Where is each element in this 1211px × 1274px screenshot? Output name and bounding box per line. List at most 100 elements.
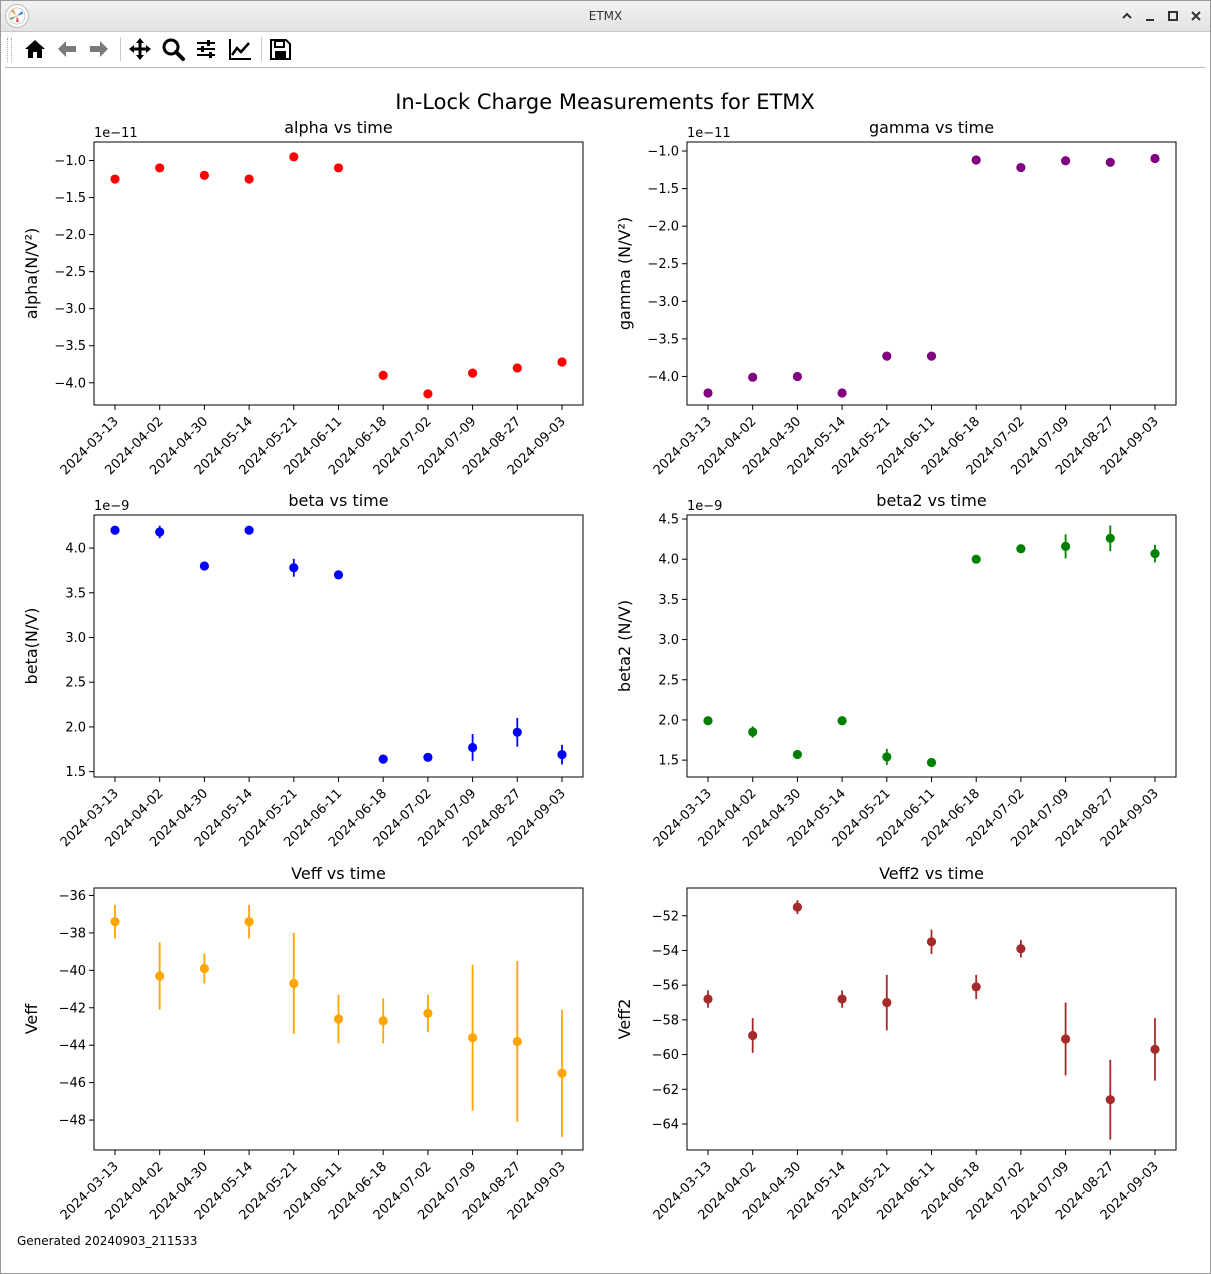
- y-axis-offset-text: 1e−11: [687, 126, 731, 141]
- toolbar-grip[interactable]: [7, 38, 12, 62]
- data-point: [748, 372, 758, 382]
- y-tick-label: −3.0: [54, 302, 86, 317]
- y-tick-label: −58: [652, 1013, 679, 1028]
- data-point: [423, 1008, 433, 1018]
- y-axis-label: beta2 (N/V): [615, 600, 634, 692]
- title-bar: ETMX: [1, 1, 1210, 32]
- y-tick-label: 2.5: [65, 676, 86, 691]
- subplot-5: Veff vs timeVeff−48−46−44−42−40−38−36202…: [22, 864, 584, 1223]
- data-point: [882, 752, 892, 762]
- subplot-title: Veff vs time: [291, 864, 386, 883]
- axes-frame: [93, 514, 584, 778]
- close-button[interactable]: [1186, 6, 1206, 26]
- data-point: [792, 371, 803, 382]
- generated-timestamp: Generated 20240903_211533: [17, 1234, 198, 1248]
- data-point: [971, 982, 981, 992]
- data-point: [882, 351, 892, 361]
- y-tick-label: −4.0: [54, 376, 86, 391]
- window-title: ETMX: [588, 9, 623, 23]
- y-tick-label: −1.5: [647, 182, 679, 197]
- data-point: [333, 163, 344, 173]
- minimize-button[interactable]: [1140, 6, 1160, 26]
- data-point: [110, 174, 120, 184]
- y-tick-label: 3.5: [65, 586, 86, 601]
- axes-frame: [686, 887, 1177, 1151]
- data-point: [882, 997, 892, 1008]
- subplot-title: beta2 vs time: [876, 491, 986, 510]
- data-point: [512, 727, 522, 737]
- subplots-button[interactable]: [192, 35, 220, 63]
- y-tick-label: −56: [652, 979, 679, 994]
- data-point: [971, 155, 981, 165]
- y-axis-label: gamma (N/V²): [615, 217, 634, 330]
- data-point: [557, 357, 567, 367]
- data-point: [1016, 162, 1026, 173]
- data-point: [1105, 157, 1115, 167]
- data-point: [1016, 944, 1026, 954]
- sliders-icon: [197, 40, 215, 58]
- save-button[interactable]: [266, 35, 294, 63]
- y-tick-label: 3.0: [658, 633, 679, 648]
- back-button[interactable]: [53, 35, 81, 63]
- data-point: [1105, 533, 1115, 543]
- data-point: [792, 749, 803, 760]
- y-tick-label: 2.0: [65, 720, 86, 735]
- y-tick-label: 1.5: [65, 765, 86, 780]
- line-chart-icon: [229, 39, 251, 60]
- home-button[interactable]: [21, 35, 49, 63]
- data-point: [199, 170, 209, 180]
- y-axis-offset-text: 1e−11: [94, 126, 138, 141]
- y-tick-label: −1.0: [54, 154, 86, 169]
- y-tick-label: −46: [59, 1076, 86, 1091]
- y-tick-label: −2.0: [647, 220, 679, 235]
- navigation-toolbar: [5, 32, 1205, 68]
- data-point: [926, 757, 937, 768]
- y-tick-label: −60: [652, 1048, 679, 1063]
- y-tick-label: 1.5: [658, 754, 679, 769]
- y-axis-label: Veff: [22, 1003, 41, 1035]
- home-icon: [25, 40, 45, 58]
- data-point: [1061, 541, 1071, 551]
- y-tick-label: −3.5: [647, 332, 679, 347]
- data-point: [199, 561, 209, 571]
- matplotlib-logo-icon: [5, 4, 29, 28]
- subplot-1: alpha vs time alpha(N/V²) 1e−11 −4.0 −3.5 −3.…: [22, 118, 584, 478]
- data-point: [557, 750, 567, 760]
- data-point: [468, 1033, 478, 1043]
- data-point: [703, 388, 713, 398]
- close-icon: [1191, 11, 1201, 21]
- y-tick-label: 4.0: [658, 553, 679, 568]
- zoom-button[interactable]: [159, 35, 187, 63]
- y-tick-label: −40: [59, 964, 86, 979]
- data-point: [468, 742, 478, 753]
- data-point: [1061, 1034, 1071, 1044]
- data-point: [423, 389, 433, 399]
- figure-canvas[interactable]: In-Lock Charge Measurements for ETMX alp…: [0, 67, 1209, 1232]
- y-tick-label: −64: [652, 1117, 679, 1132]
- data-point: [703, 994, 713, 1004]
- move-icon: [129, 38, 151, 60]
- edit-axes-button[interactable]: [226, 35, 254, 63]
- shade-window-button[interactable]: [1117, 6, 1137, 26]
- maximize-button[interactable]: [1163, 6, 1183, 26]
- y-tick-label: −42: [59, 1001, 86, 1016]
- subplot-grid: alpha vs time alpha(N/V²) 1e−11 −4.0 −3.5 −3.…: [22, 118, 1177, 1223]
- subplot-title: beta vs time: [288, 491, 388, 510]
- data-point: [289, 978, 299, 989]
- axes-frame: [686, 514, 1177, 778]
- data-point: [155, 527, 165, 537]
- data-point: [199, 963, 209, 974]
- forward-button[interactable]: [85, 35, 113, 63]
- toolbar-separator: [120, 37, 121, 61]
- data-point: [244, 917, 254, 927]
- y-axis-label: Veff2: [615, 999, 634, 1040]
- y-tick-label: −52: [652, 909, 679, 924]
- data-point: [703, 716, 713, 726]
- data-point: [423, 752, 433, 762]
- data-point: [792, 902, 803, 912]
- pan-button[interactable]: [126, 35, 154, 63]
- data-point: [110, 525, 120, 535]
- maximize-icon: [1168, 11, 1178, 21]
- data-point: [155, 163, 165, 173]
- data-point: [1150, 153, 1160, 164]
